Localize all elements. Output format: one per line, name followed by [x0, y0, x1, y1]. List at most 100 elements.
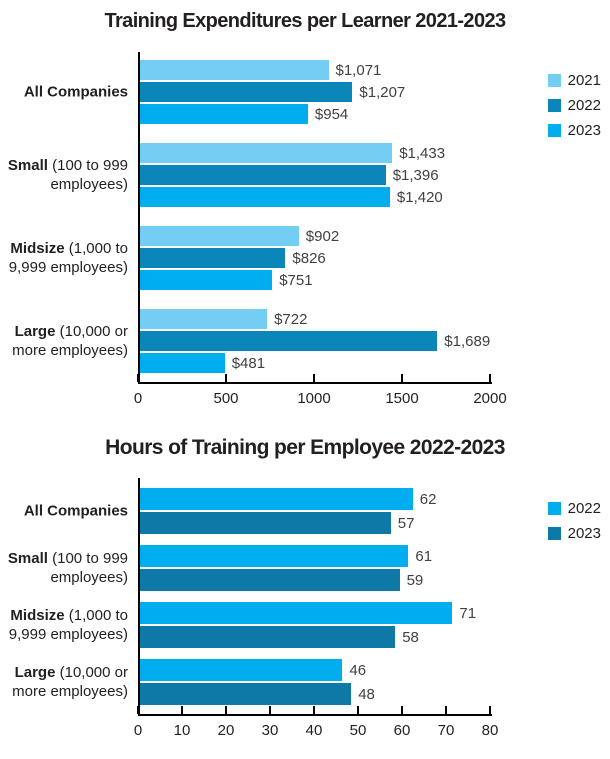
bar-2023	[140, 626, 396, 648]
bar-2021	[140, 143, 393, 163]
bar-row: $481	[140, 353, 492, 373]
axis-tick	[181, 706, 183, 714]
bar-value-label: $1,207	[359, 83, 406, 101]
legend-item-2022: 2022	[547, 500, 601, 517]
category-label-detail: (10,000 or more employees)	[12, 664, 128, 700]
axis-tick	[137, 706, 139, 714]
bar-value-label: 46	[349, 661, 367, 679]
chart-title: Training Expenditures per Learner 2021-2…	[104, 10, 506, 32]
bar-value-label: 71	[459, 604, 477, 622]
bar-value-label: $1,689	[444, 332, 491, 350]
category-label-detail: (1,000 to 9,999 employees)	[8, 607, 128, 643]
category-group: Midsize (1,000 to 9,999 employees) 71 58	[9, 602, 492, 648]
bar-2023	[140, 104, 308, 124]
bar-2023	[140, 512, 391, 534]
bar-value-label: $722	[274, 310, 308, 328]
bar-2022	[140, 82, 353, 102]
category-group: Small (100 to 999 employees) 61 59	[8, 545, 492, 591]
bar-row: 71	[140, 602, 492, 624]
category-label-bold: Large	[14, 664, 56, 681]
category-group: All Companies 62 57	[24, 488, 492, 534]
axis-tick	[313, 706, 315, 714]
category-group: Small (100 to 999 employees) $1,433 $1,396…	[8, 143, 492, 207]
plot-area: All Companies 62 57 Small (100 to 999 emplo…	[8, 478, 492, 714]
bar-value-label: 58	[402, 628, 419, 646]
axis-tick	[489, 374, 491, 382]
category-label-bold: Small	[7, 550, 48, 567]
bar-value-label: $902	[305, 227, 340, 245]
plot-area: All Companies $1,071 $1,207 $954 Small (100 …	[8, 52, 492, 382]
axis-tick	[269, 706, 271, 714]
training-infographic: Training Expenditures per Learner 2021-2…	[0, 10, 610, 742]
bar-row: $954	[140, 104, 492, 124]
bar-value-label: $481	[231, 354, 266, 372]
axis-tick	[313, 374, 315, 382]
category-label-bold: Small	[7, 157, 48, 174]
legend-item-2021: 2021	[547, 72, 601, 89]
category-label-bold: Midsize	[10, 240, 65, 257]
axis-tick	[137, 374, 139, 382]
category-label: Midsize (1,000 to 9,999 employees)	[2, 239, 128, 277]
legend-label: 2023	[567, 122, 601, 139]
legend-label: 2021	[567, 72, 601, 89]
bar-row: 62	[140, 488, 492, 510]
axis-tick-label: 20	[217, 722, 235, 739]
axis-tick-label: 0	[133, 390, 143, 407]
bar-value-label: 62	[419, 490, 437, 508]
bar-row: $722	[140, 309, 492, 329]
bar-value-label: 59	[406, 571, 424, 589]
axis-tick	[357, 706, 359, 714]
category-label-detail: (1,000 to 9,999 employees)	[8, 240, 128, 276]
bar-row: $1,071	[140, 60, 492, 80]
axis-tick-label: 1000	[297, 390, 331, 407]
bar-row: $1,396	[140, 165, 492, 185]
axis-tick-label: 1500	[385, 390, 419, 407]
bar-value-label: $751	[279, 271, 313, 289]
axis-tick-label: 10	[173, 722, 191, 739]
axis-tick-label: 70	[437, 722, 455, 739]
bar-value-label: $1,433	[399, 144, 446, 162]
bar-row: 57	[140, 512, 492, 534]
bar-row: $1,433	[140, 143, 492, 163]
bar-value-label: $1,420	[396, 188, 443, 206]
x-axis: 0 500 1000 1500 2000	[134, 374, 507, 410]
legend: 2022 2023	[547, 500, 601, 542]
chart-title: Hours of Training per Employee 2022-2023	[105, 436, 505, 459]
bar-value-label: 48	[358, 685, 375, 703]
bar-row: 59	[140, 569, 492, 591]
bar-2023	[140, 569, 400, 591]
category-label-bold: All Companies	[23, 502, 128, 520]
legend-item-2023: 2023	[547, 525, 601, 542]
category-label-bold: Large	[14, 323, 56, 340]
axis-tick	[225, 706, 227, 714]
bar-row: $1,420	[140, 187, 492, 207]
category-label-bold: Midsize	[10, 607, 65, 624]
bar-row: 58	[140, 626, 492, 648]
axis-tick-label: 60	[393, 722, 411, 739]
bar-2022	[140, 659, 343, 681]
chart-hours-of-training: Hours of Training per Employee 2022-2023…	[0, 436, 610, 742]
bar-2023	[140, 187, 390, 207]
category-label: All Companies	[2, 83, 128, 102]
legend-label: 2022	[567, 500, 601, 517]
bar-2022	[140, 248, 286, 268]
category-group: All Companies $1,071 $1,207 $954	[24, 60, 492, 124]
category-label-detail: (100 to 999 employees)	[47, 550, 128, 586]
bar-value-label: $1,396	[392, 166, 439, 184]
bar-row: $1,689	[140, 331, 492, 351]
axis-tick	[401, 374, 403, 382]
axis-tick-label: 2000	[473, 390, 507, 407]
bar-2021	[140, 226, 299, 246]
axis-tick-label: 0	[133, 722, 143, 739]
category-label-detail: (100 to 999 employees)	[47, 157, 128, 193]
bar-value-label: $826	[292, 249, 326, 267]
bar-row: $751	[140, 270, 492, 290]
bar-value-label: 61	[415, 547, 433, 565]
bar-2023	[140, 683, 352, 705]
category-label: All Companies	[2, 502, 128, 521]
category-label: Large (10,000 or more employees)	[2, 322, 128, 360]
category-label: Small (100 to 999 employees)	[2, 549, 128, 587]
legend-label: 2023	[567, 525, 601, 542]
category-group: Large (10,000 or more employees) 46 48	[12, 659, 492, 705]
bar-row: 48	[140, 683, 492, 705]
